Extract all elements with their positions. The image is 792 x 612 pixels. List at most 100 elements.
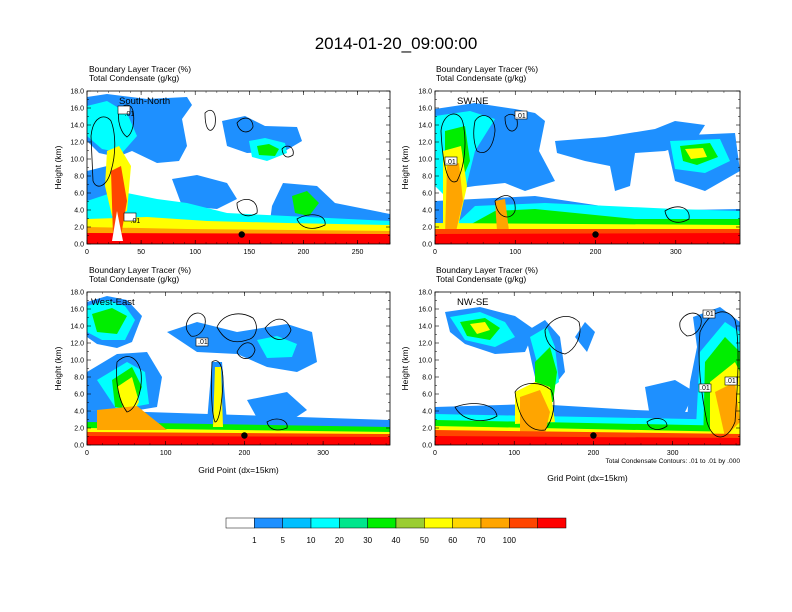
plot-area-sw-ne <box>435 103 740 244</box>
colorbar-label: 10 <box>307 536 316 545</box>
x-tick-label: 0 <box>85 249 89 256</box>
x-tick-label: 300 <box>670 249 682 256</box>
y-tick-labels: 0.0 2.0 4.0 6.0 8.0 10.0 12.0 14.0 16.0 18.0 <box>70 290 84 450</box>
contour-labels <box>117 105 137 222</box>
y-tick-label: 6.0 <box>74 191 84 198</box>
x-tick-labels: 0 100 200 300 <box>85 450 329 457</box>
tracer-field <box>87 94 390 244</box>
panel-west-east: Boundary Layer Tracer (%) Total Condensa… <box>53 265 391 475</box>
contour-label-text: .01 <box>198 339 208 346</box>
y-axis-label: Height (km) <box>53 346 63 390</box>
sector-label: South-North <box>119 96 170 107</box>
plot-area-nw-se <box>435 307 740 445</box>
colorbar-swatch <box>282 517 312 529</box>
y-tick-label: 16.0 <box>418 307 432 314</box>
location-marker <box>238 231 245 238</box>
colorbar-swatches <box>225 517 567 529</box>
y-axis-label: Height (km) <box>53 145 63 189</box>
y-tick-label: 2.0 <box>74 426 84 433</box>
tracer-field <box>435 103 740 244</box>
colorbar-swatch <box>395 517 425 529</box>
y-tick-label: 12.0 <box>70 140 84 147</box>
x-tick-label: 100 <box>160 450 172 457</box>
y-tick-label: 2.0 <box>422 225 432 232</box>
x-tick-label: 100 <box>509 249 521 256</box>
y-tick-label: 10.0 <box>70 157 84 164</box>
location-marker <box>590 432 597 439</box>
panel-subtitle-tracer: Boundary Layer Tracer (%) <box>436 64 538 74</box>
y-tick-label: 18.0 <box>70 89 84 96</box>
y-tick-label: 10.0 <box>418 358 432 365</box>
y-tick-label: 8.0 <box>74 174 84 181</box>
y-tick-label: 0.0 <box>74 242 84 249</box>
y-tick-label: 10.0 <box>70 358 84 365</box>
x-tick-label: 200 <box>588 450 600 457</box>
colorbar-label: 1 <box>252 536 257 545</box>
contour-label-text: .01 <box>704 311 714 318</box>
panel-subtitle-tracer: Boundary Layer Tracer (%) <box>89 265 191 275</box>
y-tick-label: 0.0 <box>74 443 84 450</box>
y-tick-labels: 0.0 2.0 4.0 6.0 8.0 10.0 12.0 14.0 16.0 18.0 <box>418 89 432 249</box>
condensate-contours <box>116 312 292 431</box>
y-axis-label: Height (km) <box>400 145 410 189</box>
contour-label-text: .01 <box>131 218 141 225</box>
y-tick-label: 2.0 <box>422 426 432 433</box>
location-marker-dot <box>241 432 248 439</box>
colorbar-swatch <box>424 517 453 529</box>
x-tick-label: 200 <box>590 249 602 256</box>
x-tick-label: 250 <box>352 249 364 256</box>
y-tick-label: 12.0 <box>418 341 432 348</box>
x-tick-label: 200 <box>298 249 310 256</box>
colorbar-label: 60 <box>448 536 457 545</box>
y-tick-label: 6.0 <box>74 392 84 399</box>
location-marker-dot <box>590 432 597 439</box>
y-tick-label: 18.0 <box>418 290 432 297</box>
colorbar-swatch <box>537 517 567 529</box>
x-tick-label: 0 <box>433 249 437 256</box>
x-tick-label: 150 <box>243 249 255 256</box>
plot-area-west-east <box>87 296 390 445</box>
panel-nw-se: Boundary Layer Tracer (%) Total Condensa… <box>400 265 741 483</box>
contour-label-text: .01 <box>516 113 526 120</box>
y-axis-label: Height (km) <box>400 346 410 390</box>
colorbar: 1 5 10 20 30 40 50 60 70 100 <box>225 517 567 545</box>
x-tick-labels: 0 50 100 150 200 250 <box>85 249 363 256</box>
colorbar-label: 5 <box>280 536 285 545</box>
tracer-field <box>435 307 740 445</box>
x-tick-label: 50 <box>137 249 145 256</box>
y-tick-label: 18.0 <box>70 290 84 297</box>
contour-label-text: .01 <box>446 159 456 166</box>
y-tick-label: 4.0 <box>74 208 84 215</box>
y-tick-label: 16.0 <box>70 106 84 113</box>
location-marker <box>241 432 248 439</box>
panel-south-north: Boundary Layer Tracer (%) Total Condensa… <box>53 64 391 256</box>
y-tick-label: 6.0 <box>422 392 432 399</box>
y-tick-label: 12.0 <box>418 140 432 147</box>
panel-subtitle-tracer: Boundary Layer Tracer (%) <box>436 265 538 275</box>
condensate-contours <box>90 104 326 229</box>
location-marker-dot <box>592 231 599 238</box>
contour-labels <box>444 110 528 166</box>
colorbar-swatch <box>339 517 368 529</box>
y-tick-label: 4.0 <box>422 208 432 215</box>
y-tick-label: 8.0 <box>422 174 432 181</box>
y-tick-labels: 0.0 2.0 4.0 6.0 8.0 10.0 12.0 14.0 16.0 18.0 <box>418 290 432 450</box>
y-tick-label: 0.0 <box>422 443 432 450</box>
y-tick-label: 6.0 <box>422 191 432 198</box>
x-tick-label: 100 <box>508 450 520 457</box>
colorbar-label: 30 <box>363 536 372 545</box>
plot-area-south-north <box>87 94 390 244</box>
y-tick-label: 14.0 <box>418 324 432 331</box>
panel-subtitle-condensate: Total Condensate (g/kg) <box>436 73 526 83</box>
colorbar-swatch <box>480 517 510 529</box>
tracer-field <box>87 296 390 445</box>
y-tick-label: 4.0 <box>422 409 432 416</box>
colorbar-swatch <box>254 517 283 529</box>
colorbar-label: 20 <box>335 536 344 545</box>
sector-label: NW-SE <box>457 297 489 308</box>
sector-label: SW-NE <box>457 96 489 107</box>
x-axis-label: Grid Point (dx=15km) <box>198 465 279 475</box>
x-tick-label: 300 <box>317 450 329 457</box>
axis-ticks <box>86 291 390 446</box>
